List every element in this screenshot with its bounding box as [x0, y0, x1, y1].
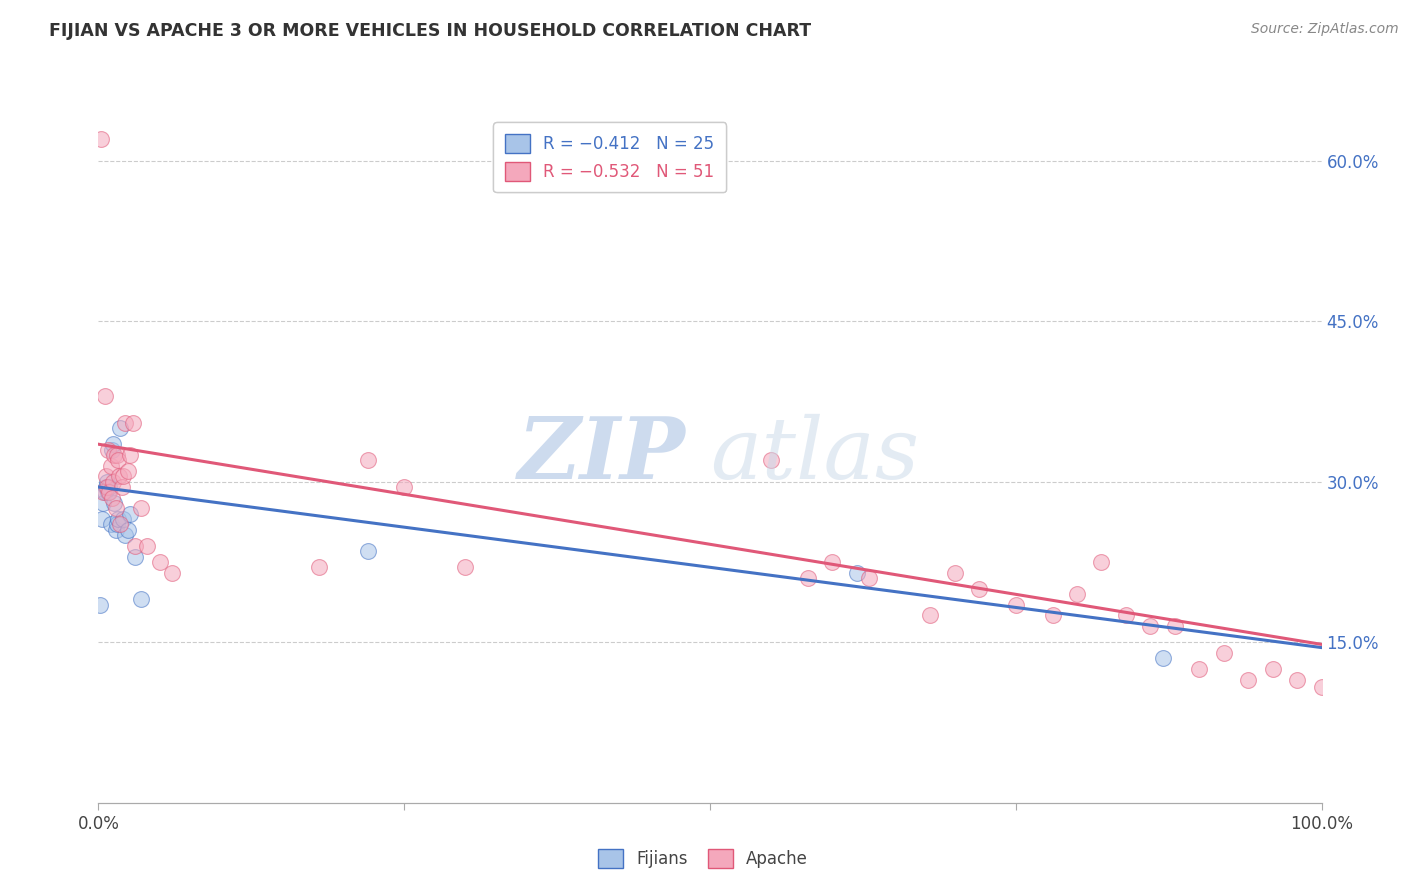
Point [101, 437, 124, 451]
Point [101, 475, 124, 489]
Point [1164, 619, 1187, 633]
Point [114, 416, 136, 430]
Point [104, 523, 127, 537]
Legend: R = −0.412   N = 25, R = −0.532   N = 51: R = −0.412 N = 25, R = −0.532 N = 51 [494, 122, 725, 193]
Point [93, 485, 115, 500]
Text: Source: ZipAtlas.com: Source: ZipAtlas.com [1251, 22, 1399, 37]
Point [356, 453, 378, 467]
Point [120, 448, 142, 462]
Point [107, 512, 129, 526]
Point [111, 512, 134, 526]
Text: FIJIAN VS APACHE 3 OR MORE VEHICLES IN HOUSEHOLD CORRELATION CHART: FIJIAN VS APACHE 3 OR MORE VEHICLES IN H… [49, 22, 811, 40]
Point [1042, 608, 1064, 623]
Text: atlas: atlas [710, 414, 920, 496]
Point [94, 469, 117, 483]
Point [920, 608, 942, 623]
Point [1004, 598, 1026, 612]
Point [103, 448, 125, 462]
Point [96, 480, 118, 494]
Point [117, 523, 139, 537]
Point [392, 480, 416, 494]
Point [761, 453, 783, 467]
Point [1066, 587, 1088, 601]
Point [149, 555, 172, 569]
Point [124, 549, 146, 564]
Point [100, 458, 122, 473]
Point [97, 485, 120, 500]
Point [94, 480, 117, 494]
Point [136, 539, 159, 553]
Point [111, 480, 134, 494]
Point [1188, 662, 1211, 676]
Point [89, 598, 111, 612]
Point [308, 560, 330, 574]
Point [97, 442, 120, 457]
Point [1115, 608, 1137, 623]
Point [108, 469, 131, 483]
Point [1152, 651, 1174, 665]
Point [98, 480, 121, 494]
Point [98, 485, 121, 500]
Point [129, 592, 152, 607]
Point [91, 485, 114, 500]
Point [454, 560, 477, 574]
Point [117, 464, 139, 478]
Point [943, 566, 966, 580]
Point [101, 442, 124, 457]
Text: ZIP: ZIP [517, 413, 686, 497]
Point [105, 517, 128, 532]
Point [110, 517, 132, 532]
Point [1237, 673, 1260, 687]
Point [91, 512, 114, 526]
Point [124, 539, 146, 553]
Point [93, 389, 115, 403]
Point [967, 582, 990, 596]
Legend: Fijians, Apache: Fijians, Apache [592, 842, 814, 875]
Point [121, 416, 143, 430]
Point [101, 491, 124, 505]
Point [96, 475, 118, 489]
Point [105, 448, 128, 462]
Point [845, 566, 868, 580]
Point [104, 501, 127, 516]
Point [1090, 555, 1112, 569]
Point [120, 507, 142, 521]
Point [1212, 646, 1234, 660]
Point [797, 571, 820, 585]
Point [100, 517, 122, 532]
Point [91, 496, 114, 510]
Point [1286, 673, 1309, 687]
Point [129, 501, 152, 516]
Point [114, 528, 136, 542]
Point [1261, 662, 1284, 676]
Point [858, 571, 880, 585]
Point [356, 544, 378, 558]
Point [110, 421, 132, 435]
Point [821, 555, 844, 569]
Point [1139, 619, 1161, 633]
Point [90, 132, 112, 146]
Point [160, 566, 183, 580]
Point [103, 496, 125, 510]
Point [1310, 680, 1333, 694]
Point [107, 453, 129, 467]
Point [111, 469, 134, 483]
